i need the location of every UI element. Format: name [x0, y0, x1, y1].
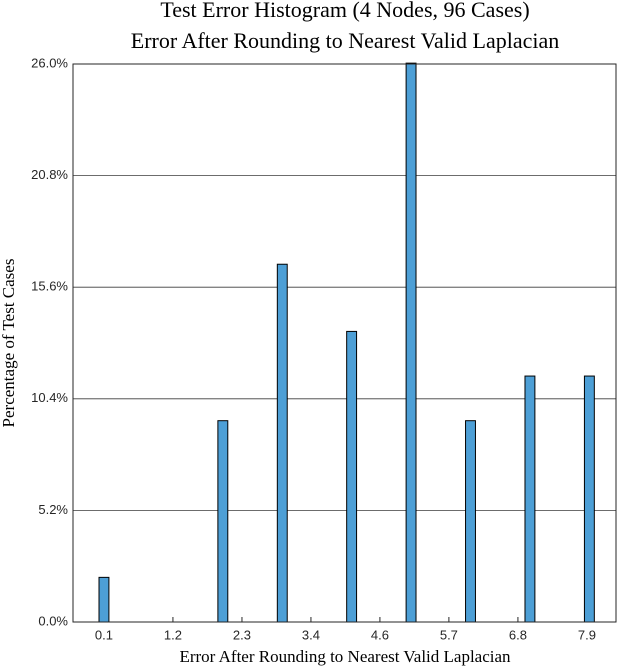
y-tick-label: 10.4%: [31, 390, 68, 405]
x-tick-label: 6.8: [509, 627, 527, 642]
bar: [217, 420, 229, 623]
chart-title: Test Error Histogram (4 Nodes, 96 Cases): [160, 0, 529, 22]
bar: [583, 375, 595, 623]
chart-subtitle: Error After Rounding to Nearest Valid La…: [131, 28, 559, 53]
x-tick-label: 3.4: [302, 627, 320, 642]
y-tick-label: 0.0%: [38, 613, 68, 628]
plot-frame: [72, 63, 617, 623]
x-tick-label: 0.1: [95, 627, 113, 642]
y-tick-label: 15.6%: [31, 279, 68, 294]
bar: [276, 263, 288, 623]
x-tick-label: 4.6: [371, 627, 389, 642]
x-axis-label: Error After Rounding to Nearest Valid La…: [179, 647, 511, 666]
bar: [98, 576, 110, 623]
y-tick-label: 26.0%: [31, 55, 68, 70]
bar: [524, 375, 536, 623]
x-tick-label: 2.3: [233, 627, 251, 642]
bar: [346, 330, 358, 623]
y-axis-label: Percentage of Test Cases: [0, 259, 18, 428]
x-tick-label: 5.7: [440, 627, 458, 642]
y-tick-label: 20.8%: [31, 167, 68, 182]
bar: [405, 62, 417, 623]
y-tick-label: 5.2%: [38, 502, 68, 517]
x-tick-label: 7.9: [578, 627, 596, 642]
bar: [465, 420, 476, 623]
x-tick-label: 1.2: [164, 627, 182, 642]
